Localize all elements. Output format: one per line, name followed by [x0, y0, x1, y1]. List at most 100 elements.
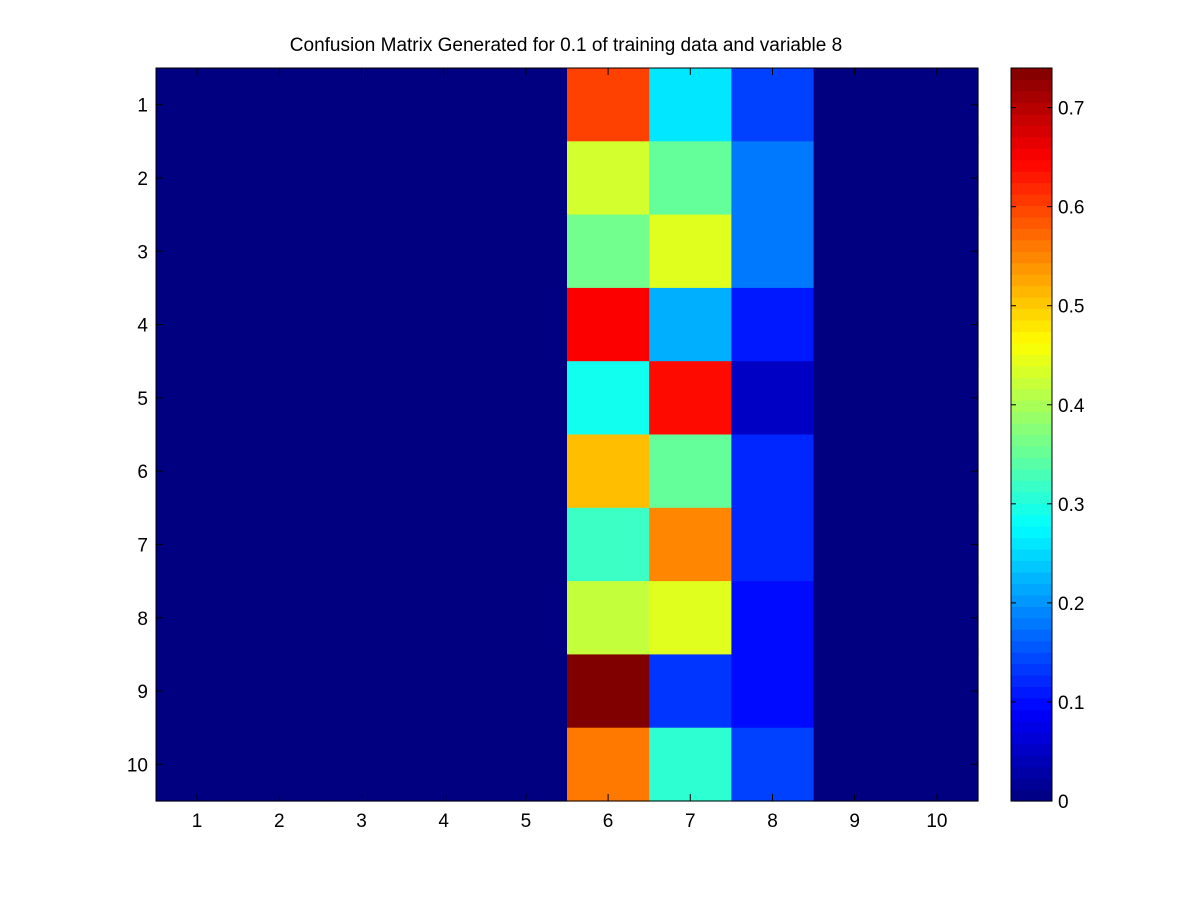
heatmap-cell — [731, 507, 815, 582]
x-tick-label: 8 — [767, 811, 778, 832]
colorbar-band — [1011, 125, 1052, 138]
heatmap-cell — [484, 361, 568, 436]
heatmap-cell — [484, 434, 568, 509]
heatmap-cell — [320, 727, 404, 802]
y-tick-label: 9 — [137, 682, 148, 703]
x-tick-label: 4 — [438, 811, 449, 832]
y-tick-label: 5 — [137, 389, 148, 410]
colorbar-tick-label: 0.7 — [1058, 99, 1084, 120]
heatmap-cell — [813, 361, 897, 436]
colorbar-band — [1011, 228, 1052, 241]
colorbar-band — [1011, 537, 1052, 550]
heatmap-cell — [156, 214, 239, 289]
heatmap-cell — [813, 287, 897, 362]
colorbar-band — [1011, 468, 1052, 481]
heatmap-cell — [320, 581, 404, 655]
colorbar-band — [1011, 148, 1052, 161]
heatmap-cell — [567, 507, 650, 582]
heatmap-cell — [731, 287, 815, 362]
colorbar-band — [1011, 68, 1052, 81]
heatmap-cell — [731, 581, 815, 655]
colorbar-tick-label: 0.3 — [1058, 495, 1084, 516]
heatmap-cell — [731, 654, 815, 729]
heatmap-cell — [320, 141, 404, 216]
heatmap-cell — [731, 141, 815, 216]
colorbar-band — [1011, 434, 1052, 447]
heatmap-cell — [238, 214, 321, 289]
heatmap-cell — [238, 654, 321, 729]
heatmap-cell — [895, 68, 979, 142]
colorbar-band — [1011, 388, 1052, 401]
colorbar-band — [1011, 503, 1052, 516]
x-tick-label: 9 — [849, 811, 860, 832]
heatmap-cell — [813, 434, 897, 509]
colorbar: 0 0.1 0.2 0.3 0.4 0.5 0.6 0.7 — [1010, 67, 1085, 813]
colorbar-tick-label: 0.4 — [1058, 396, 1085, 417]
heatmap-cell — [567, 361, 650, 436]
heatmap-cell — [649, 654, 732, 729]
colorbar-band — [1011, 354, 1052, 367]
heatmap-cell — [567, 287, 650, 362]
heatmap-cell — [567, 214, 650, 289]
heatmap-cell — [567, 581, 650, 655]
heatmap-cell — [731, 361, 815, 436]
colorbar-band — [1011, 480, 1052, 493]
heatmap-cell — [731, 68, 815, 142]
colorbar-band — [1011, 90, 1052, 103]
colorbar-tick-label: 0.2 — [1058, 594, 1084, 615]
y-tick-label: 1 — [137, 96, 148, 117]
heatmap-cell — [156, 434, 239, 509]
colorbar-band — [1011, 445, 1052, 458]
colorbar-band — [1011, 766, 1052, 779]
colorbar-band — [1011, 377, 1052, 390]
colorbar-tick-label: 0.5 — [1058, 297, 1084, 318]
heatmap-cell — [895, 434, 979, 509]
heatmap-cell — [649, 727, 732, 802]
heatmap-cell — [649, 141, 732, 216]
heatmap-cell — [895, 654, 979, 729]
heatmap-cell — [402, 507, 486, 582]
heatmap-cell — [813, 214, 897, 289]
heatmap-cell — [895, 727, 979, 802]
x-tick-label: 6 — [603, 811, 614, 832]
chart-title: Confusion Matrix Generated for 0.1 of tr… — [290, 35, 842, 56]
y-tick-label: 6 — [137, 462, 148, 483]
colorbar-band — [1011, 171, 1052, 184]
colorbar-band — [1011, 319, 1052, 333]
x-tick-label: 1 — [192, 811, 203, 832]
colorbar-band — [1011, 720, 1052, 733]
heatmap-cell — [813, 727, 897, 802]
plot-frame — [155, 67, 979, 802]
x-tick-label: 5 — [521, 811, 532, 832]
heatmap-cell — [320, 214, 404, 289]
colorbar-tick-label: 0 — [1058, 792, 1069, 813]
colorbar-band — [1011, 686, 1052, 699]
heatmap-cell — [238, 581, 321, 655]
colorbar-band — [1011, 606, 1052, 619]
colorbar-band — [1011, 491, 1052, 504]
y-tick-label: 8 — [137, 609, 148, 630]
colorbar-band — [1011, 549, 1052, 562]
heatmap-cell — [649, 214, 732, 289]
axis-ticks: 1 2 3 4 5 6 7 8 9 10 1 2 3 4 5 6 7 8 9 10 — [127, 68, 978, 832]
colorbar-band — [1011, 308, 1052, 321]
heatmap-cell — [813, 141, 897, 216]
colorbar-band — [1011, 113, 1052, 126]
heatmap-cell — [484, 287, 568, 362]
heatmap-cell — [156, 507, 239, 582]
colorbar-band — [1011, 297, 1052, 310]
heatmap-cell — [567, 68, 650, 142]
colorbar-band — [1011, 423, 1052, 436]
x-tick-label: 7 — [685, 811, 696, 832]
colorbar-band — [1011, 594, 1052, 607]
heatmap-cell — [320, 507, 404, 582]
heatmap-cell — [320, 361, 404, 436]
heatmap-cell — [484, 727, 568, 802]
colorbar-band — [1011, 789, 1052, 802]
heatmap-cell — [813, 654, 897, 729]
heatmap-cell — [402, 581, 486, 655]
heatmap-cell — [402, 434, 486, 509]
colorbar-band — [1011, 732, 1052, 745]
heatmap-cell — [649, 68, 732, 142]
